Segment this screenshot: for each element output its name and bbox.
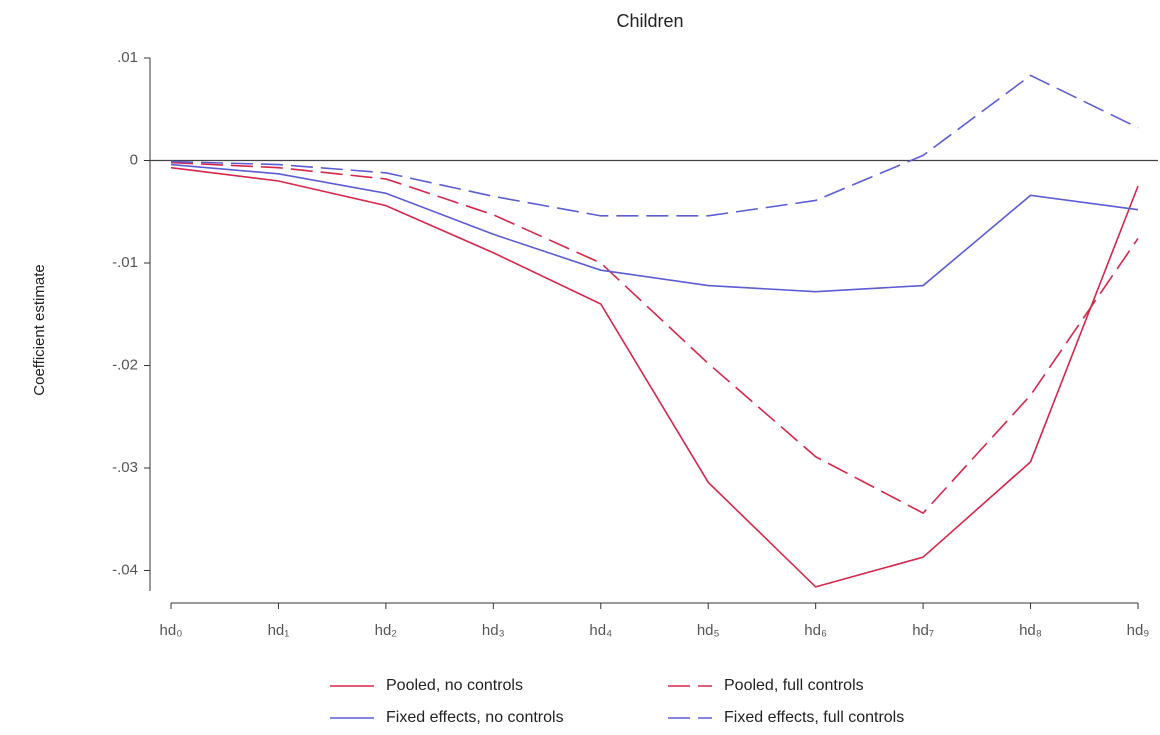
legend-label: Pooled, full controls — [724, 677, 864, 694]
legend-label: Fixed effects, no controls — [386, 709, 564, 726]
y-tick-label: -.01 — [112, 254, 138, 271]
x-tick-label: hd₄ — [589, 622, 612, 639]
series-line — [170, 166, 1139, 588]
x-tick-label: hd₂ — [375, 622, 398, 639]
x-tick-label: hd₉ — [1127, 622, 1150, 639]
x-tick-label: hd₈ — [1019, 622, 1042, 639]
legend-label: Fixed effects, full controls — [724, 709, 904, 726]
x-tick-label: hd₅ — [697, 622, 720, 639]
legend-label: Pooled, no controls — [386, 677, 523, 694]
y-tick-label: 0 — [130, 151, 138, 168]
y-tick-label: -.02 — [112, 356, 138, 373]
y-tick-label: -.03 — [112, 459, 138, 476]
x-tick-label: hd₁ — [268, 622, 290, 639]
x-tick-label: hd₀ — [160, 622, 183, 639]
y-tick-label: .01 — [117, 49, 138, 66]
chart-title: Children — [616, 11, 683, 31]
x-tick-label: hd₆ — [804, 622, 827, 639]
y-axis-label: Coefficient estimate — [31, 264, 48, 395]
series-line — [170, 163, 1139, 293]
series-line — [170, 161, 1139, 515]
x-tick-label: hd₃ — [482, 622, 505, 639]
series-line — [170, 74, 1139, 217]
y-tick-label: -.04 — [112, 561, 138, 578]
x-tick-label: hd₇ — [912, 622, 934, 639]
